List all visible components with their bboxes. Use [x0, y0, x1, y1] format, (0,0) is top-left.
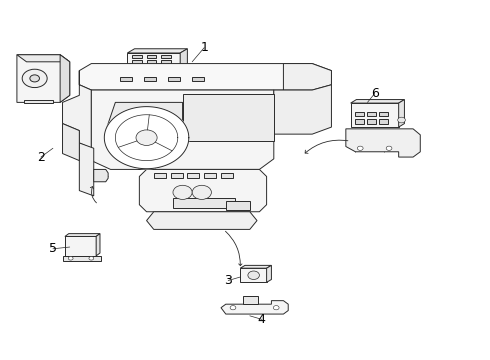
Polygon shape — [139, 170, 267, 212]
Polygon shape — [161, 60, 171, 64]
Text: 2: 2 — [37, 150, 45, 163]
Polygon shape — [144, 77, 156, 81]
Circle shape — [273, 306, 279, 310]
Text: 4: 4 — [258, 313, 266, 326]
Circle shape — [386, 146, 392, 150]
Circle shape — [22, 69, 47, 87]
Polygon shape — [368, 119, 376, 123]
Polygon shape — [351, 100, 404, 103]
Polygon shape — [17, 55, 70, 62]
Polygon shape — [274, 85, 331, 134]
Polygon shape — [132, 55, 142, 58]
Polygon shape — [127, 53, 180, 78]
Circle shape — [248, 271, 259, 279]
Polygon shape — [240, 268, 267, 282]
Polygon shape — [161, 65, 171, 69]
Polygon shape — [96, 234, 100, 256]
Circle shape — [30, 75, 40, 82]
Polygon shape — [351, 103, 399, 127]
Polygon shape — [17, 55, 70, 102]
Polygon shape — [226, 201, 250, 210]
Polygon shape — [79, 143, 94, 196]
Polygon shape — [221, 301, 288, 314]
Polygon shape — [173, 198, 235, 208]
Text: 6: 6 — [371, 87, 379, 100]
Circle shape — [357, 146, 363, 150]
Text: 1: 1 — [200, 41, 208, 54]
Polygon shape — [147, 71, 156, 74]
Polygon shape — [243, 296, 258, 304]
Circle shape — [89, 257, 94, 260]
Polygon shape — [161, 71, 171, 74]
Polygon shape — [379, 119, 388, 123]
Polygon shape — [283, 64, 331, 90]
Polygon shape — [132, 71, 142, 74]
Polygon shape — [192, 77, 204, 81]
Circle shape — [136, 130, 157, 145]
Polygon shape — [221, 173, 233, 178]
Polygon shape — [187, 173, 199, 178]
Polygon shape — [355, 119, 364, 123]
Polygon shape — [346, 129, 420, 157]
Polygon shape — [132, 65, 142, 69]
Circle shape — [173, 185, 192, 199]
Text: 5: 5 — [49, 242, 57, 255]
Polygon shape — [240, 265, 271, 268]
Polygon shape — [79, 64, 331, 90]
Polygon shape — [355, 112, 364, 117]
Polygon shape — [135, 139, 159, 157]
Circle shape — [68, 257, 73, 260]
Polygon shape — [399, 100, 404, 127]
Circle shape — [192, 185, 211, 199]
Polygon shape — [180, 49, 187, 78]
Polygon shape — [147, 212, 257, 229]
Polygon shape — [65, 234, 100, 237]
Polygon shape — [267, 265, 271, 282]
Polygon shape — [132, 60, 142, 64]
Polygon shape — [138, 157, 155, 170]
Polygon shape — [63, 71, 91, 148]
Polygon shape — [171, 173, 183, 178]
Polygon shape — [147, 60, 156, 64]
Polygon shape — [161, 55, 171, 58]
Circle shape — [398, 117, 405, 123]
Polygon shape — [379, 112, 388, 117]
Polygon shape — [104, 107, 189, 169]
Polygon shape — [60, 55, 70, 102]
Polygon shape — [106, 102, 183, 138]
Polygon shape — [147, 55, 156, 58]
Polygon shape — [94, 170, 108, 182]
Circle shape — [230, 306, 236, 310]
Polygon shape — [168, 77, 180, 81]
Polygon shape — [368, 112, 376, 117]
Polygon shape — [91, 90, 274, 170]
Polygon shape — [65, 237, 96, 256]
Polygon shape — [154, 173, 166, 178]
Polygon shape — [63, 123, 79, 161]
Polygon shape — [24, 100, 53, 103]
Polygon shape — [204, 173, 216, 178]
Polygon shape — [147, 65, 156, 69]
Polygon shape — [127, 49, 187, 53]
Text: 3: 3 — [224, 274, 232, 287]
Polygon shape — [183, 94, 274, 141]
Polygon shape — [120, 77, 132, 81]
Polygon shape — [63, 256, 101, 261]
